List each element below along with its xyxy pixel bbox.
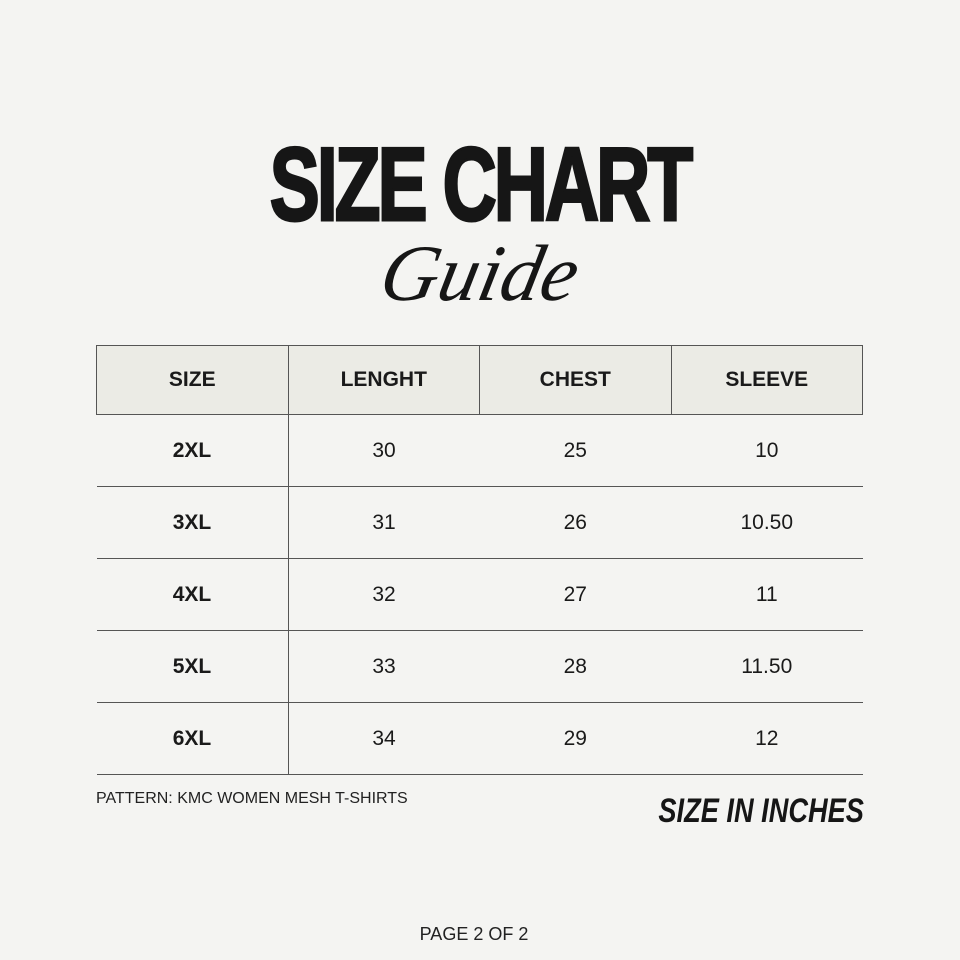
cell-length: 34 bbox=[288, 702, 480, 775]
cell-size: 3XL bbox=[96, 486, 289, 559]
table-row: 3XL 31 26 10.50 bbox=[96, 486, 863, 559]
cell-sleeve: 11 bbox=[671, 558, 863, 631]
cell-sleeve: 10 bbox=[671, 414, 863, 487]
cell-length: 33 bbox=[288, 630, 480, 703]
cell-length: 32 bbox=[288, 558, 480, 631]
header-sleeve: SLEEVE bbox=[670, 345, 863, 415]
page-title: SIZE CHART bbox=[269, 127, 695, 243]
cell-chest: 25 bbox=[479, 414, 671, 487]
table-header-row: SIZE LENGHT CHEST SLEEVE bbox=[96, 345, 863, 415]
page-indicator: PAGE 2 OF 2 bbox=[419, 924, 529, 944]
pattern-note: PATTERN: KMC WOMEN MESH T-SHIRTS bbox=[96, 790, 408, 807]
cell-sleeve: 10.50 bbox=[671, 486, 863, 559]
table-row: 6XL 34 29 12 bbox=[96, 702, 863, 775]
size-table: SIZE LENGHT CHEST SLEEVE 2XL 30 25 10 3XL 31 2… bbox=[96, 345, 863, 775]
header-size: SIZE bbox=[96, 345, 289, 415]
table-row: 4XL 32 27 11 bbox=[96, 558, 863, 631]
cell-chest: 29 bbox=[479, 702, 671, 775]
cell-size: 5XL bbox=[96, 630, 289, 703]
cell-chest: 28 bbox=[479, 630, 671, 703]
header-length: LENGHT bbox=[287, 345, 480, 415]
cell-length: 30 bbox=[288, 414, 480, 487]
cell-size: 4XL bbox=[96, 558, 289, 631]
cell-length: 31 bbox=[288, 486, 480, 559]
unit-note: SIZE IN INCHES bbox=[658, 792, 864, 830]
cell-chest: 26 bbox=[479, 486, 671, 559]
cell-chest: 27 bbox=[479, 558, 671, 631]
cell-size: 6XL bbox=[96, 702, 289, 775]
cell-sleeve: 11.50 bbox=[671, 630, 863, 703]
cell-sleeve: 12 bbox=[671, 702, 863, 775]
table-row: 2XL 30 25 10 bbox=[96, 414, 863, 487]
header-chest: CHEST bbox=[479, 345, 672, 415]
table-row: 5XL 33 28 11.50 bbox=[96, 630, 863, 703]
subtitle-script: Guide bbox=[372, 230, 588, 318]
cell-size: 2XL bbox=[96, 414, 289, 487]
